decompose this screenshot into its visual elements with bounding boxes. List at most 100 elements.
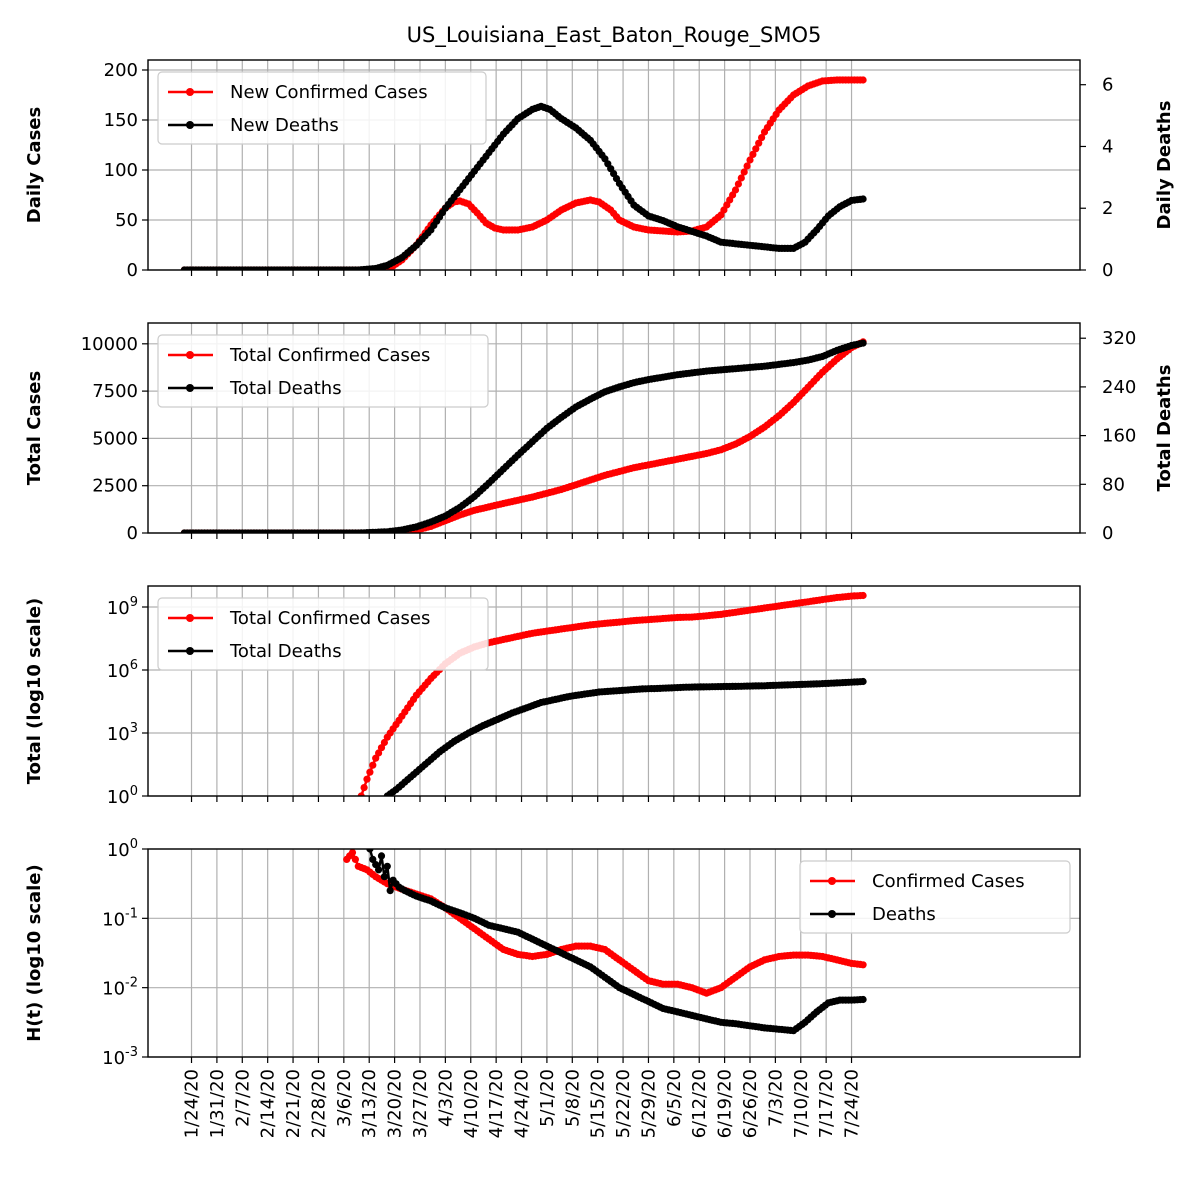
x-tick-label: 7/17/20 xyxy=(816,1069,837,1138)
x-tick-label: 3/6/20 xyxy=(334,1069,355,1127)
y-tick-label: 100 xyxy=(104,160,138,181)
y-tick-label: 50 xyxy=(115,210,138,231)
data-point xyxy=(375,866,383,874)
data-point xyxy=(383,862,391,870)
y-tick-label: 10-1 xyxy=(102,906,138,930)
data-point xyxy=(734,180,743,188)
x-tick-label: 2/28/20 xyxy=(308,1069,329,1138)
data-point xyxy=(380,738,388,747)
y-tick-label: 150 xyxy=(104,110,138,131)
x-tick-label: 4/17/20 xyxy=(486,1069,507,1138)
legend: Total Confirmed Cases Total Deaths xyxy=(157,334,489,408)
panel-4: 10-3 10-2 10-1 100 H(t) (log10 scale) Confirm… xyxy=(24,837,1081,1069)
series-markers-2 xyxy=(180,339,867,533)
legend: New Confirmed Cases New Deaths xyxy=(157,71,487,145)
x-tick-label: 1/31/20 xyxy=(207,1069,228,1138)
legend-entry: New Confirmed Cases xyxy=(230,82,428,103)
y2-tick-label: 6 xyxy=(1102,75,1113,96)
x-tick-label: 6/12/20 xyxy=(689,1069,710,1138)
x-tick-label: 4/10/20 xyxy=(461,1069,482,1138)
panel-1: 0 50 100 150 200 0 2 4 6 Daily Cases Daily Deaths N… xyxy=(24,59,1175,281)
legend: Confirmed Cases Deaths xyxy=(799,860,1071,934)
plot-frame xyxy=(147,848,1081,1058)
data-point xyxy=(366,768,374,776)
y2-tick-label: 4 xyxy=(1102,136,1113,157)
x-tick-label: 7/3/20 xyxy=(765,1069,786,1127)
plot-frame xyxy=(147,59,1081,271)
legend-box xyxy=(799,860,1071,934)
data-point xyxy=(386,887,394,895)
data-point xyxy=(743,162,751,170)
y2-tick-label: 80 xyxy=(1102,474,1125,495)
legend-box xyxy=(157,597,489,671)
data-point xyxy=(859,961,867,969)
data-point xyxy=(375,749,383,757)
y-tick-label: 106 xyxy=(107,658,138,682)
data-point xyxy=(859,591,867,600)
x-tick-label: 5/22/20 xyxy=(613,1069,634,1138)
legend-swatch-marker xyxy=(186,614,194,622)
legend: Total Confirmed Cases Total Deaths xyxy=(157,597,489,671)
y-tick-label: 103 xyxy=(107,721,138,745)
y2-tick-label: 0 xyxy=(1102,523,1113,544)
x-tick-label: 5/1/20 xyxy=(537,1069,558,1127)
y-tick-label: 10-3 xyxy=(102,1045,138,1069)
y-tick-label: 100 xyxy=(107,837,138,861)
data-point xyxy=(737,174,745,182)
data-point xyxy=(859,677,867,686)
data-point xyxy=(746,156,754,164)
series-group xyxy=(343,849,867,1035)
series-markers-2 xyxy=(366,849,867,1035)
y-axis-label: Daily Cases xyxy=(24,107,45,223)
y2-tick-label: 320 xyxy=(1102,328,1136,349)
y-tick-label: 0 xyxy=(127,260,138,281)
legend-entry: Confirmed Cases xyxy=(872,871,1025,892)
y2-tick-label: 2 xyxy=(1102,198,1113,219)
x-tick-label: 6/26/20 xyxy=(740,1069,761,1138)
legend-box xyxy=(157,334,489,408)
x-tick-label: 5/29/20 xyxy=(638,1069,659,1138)
x-tick-label: 6/5/20 xyxy=(664,1069,685,1127)
data-point xyxy=(369,761,377,769)
legend-swatch-marker xyxy=(186,121,194,129)
x-tick-label: 2/14/20 xyxy=(258,1069,279,1138)
x-tick-label: 2/21/20 xyxy=(283,1069,304,1138)
x-tick-label: 7/24/20 xyxy=(842,1069,863,1138)
data-point xyxy=(859,339,867,347)
data-point xyxy=(366,849,374,853)
legend-entry: Deaths xyxy=(872,904,936,925)
y-tick-label: 5000 xyxy=(92,428,138,449)
y-tick-label: 10-2 xyxy=(102,976,138,1000)
legend-entry: New Deaths xyxy=(230,115,339,136)
data-point xyxy=(360,784,368,792)
y-tick-label: 10000 xyxy=(81,334,138,355)
y-tick-label: 7500 xyxy=(92,381,138,402)
legend-swatch-marker xyxy=(186,384,194,392)
data-point xyxy=(357,792,365,796)
y2-axis-label: Total Deaths xyxy=(1154,365,1175,492)
legend-box xyxy=(157,71,487,145)
series-markers-2 xyxy=(383,677,867,796)
y-tick-label: 0 xyxy=(127,523,138,544)
x-tick-label: 3/20/20 xyxy=(385,1069,406,1138)
data-point xyxy=(859,76,867,84)
y-tick-label: 109 xyxy=(107,595,138,619)
legend-entry: Total Deaths xyxy=(229,641,342,662)
legend-entry: Total Confirmed Cases xyxy=(229,345,430,366)
y2-tick-label: 240 xyxy=(1102,377,1136,398)
data-point xyxy=(749,150,757,158)
y-axis-label: Total (log10 scale) xyxy=(24,598,45,785)
y-tick-label: 100 xyxy=(107,784,138,808)
x-tick-label: 1/24/20 xyxy=(182,1069,203,1138)
plot-frame xyxy=(147,322,1081,534)
y2-tick-label: 160 xyxy=(1102,426,1136,447)
x-tick-label: 4/3/20 xyxy=(435,1069,456,1127)
series-group xyxy=(180,338,867,533)
y-tick-label: 2500 xyxy=(92,476,138,497)
data-point xyxy=(755,139,763,147)
y-axis-label: Total Cases xyxy=(24,371,45,485)
x-tick-label: 5/8/20 xyxy=(562,1069,583,1127)
chart-title: US_Louisiana_East_Baton_Rouge_SMO5 xyxy=(407,23,822,48)
series-markers-1 xyxy=(357,591,867,796)
